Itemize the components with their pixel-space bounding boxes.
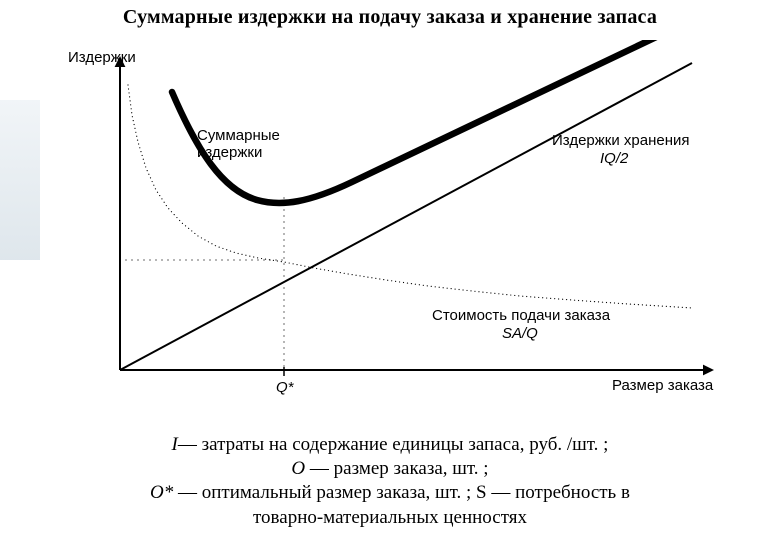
symbol-O: О [291,458,309,479]
caption-line-2: О — размер заказа, шт. ; [40,457,740,481]
ordering-cost-label: Стоимость подачи заказа [432,307,611,324]
slide: Суммарные издержки на подачу заказа и хр… [0,0,780,540]
decorative-side-stripe [0,100,40,260]
ordering-cost-curve [127,84,691,308]
caption-line-4: товарно-материальных ценностях [40,506,740,530]
qstar-vertical-guide [283,197,284,366]
ordering-cost-equation: SA/Q [502,325,538,342]
holding-cost-equation: IQ/2 [600,150,629,167]
total-cost-label: Суммарные [197,127,280,144]
eoq-chart-svg: Издержки Размер заказа Q* Суммарныеиздержки… [52,40,742,418]
eoq-chart: Издержки Размер заказа Q* Суммарныеиздержки… [52,40,742,418]
caption-text-2: — размер заказа, шт. ; [310,458,489,479]
qstar-label: Q* [276,379,295,396]
caption-line-1: I— затраты на содержание единицы запаса,… [40,433,740,457]
caption-text-3: — оптимальный размер заказа, шт. ; S — п… [178,482,630,503]
total-cost-curve [172,40,692,203]
total-cost-label: издержки [197,144,262,161]
x-axis-label: Размер заказа [612,377,714,394]
caption-line-3: O* — оптимальный размер заказа, шт. ; S … [40,481,740,505]
x-axis-arrow [703,365,714,376]
symbol-Ostar: O* [150,482,178,503]
caption-text-1: — затраты на содержание единицы запаса, … [178,434,609,455]
caption: I— затраты на содержание единицы запаса,… [40,433,740,530]
y-axis-label: Издержки [68,49,136,66]
holding-cost-label: Издержки хранения [552,132,690,149]
qstar-horizontal-guide [119,259,282,260]
slide-title: Суммарные издержки на подачу заказа и хр… [0,6,780,29]
